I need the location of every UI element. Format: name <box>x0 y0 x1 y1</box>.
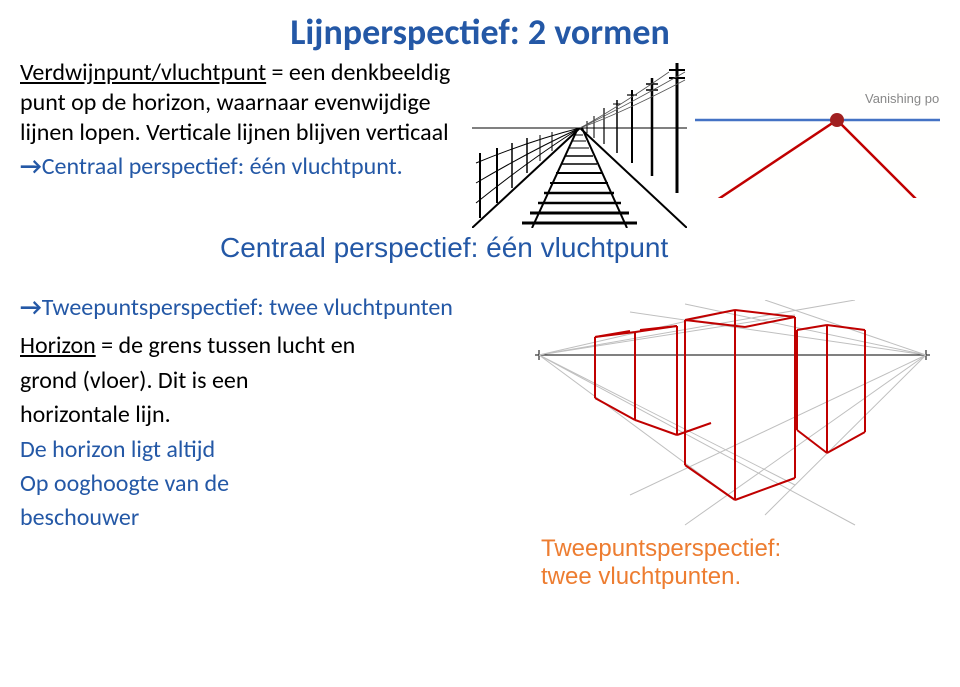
vanishing-point-figure: Vanishing point <box>695 58 940 203</box>
centraal-heading-text: Centraal perspectief: één vluchtpunt. <box>42 152 403 181</box>
arrow-icon: → <box>20 152 42 181</box>
caption-centraal: Centraal perspectief: één vluchtpunt <box>20 232 940 264</box>
definition-paragraph: Verdwijnpunt/vluchtpunt = een denkbeeldi… <box>20 58 472 148</box>
page-title: Lijnperspectief: 2 vormen <box>20 10 940 54</box>
vanishing-point-label: Vanishing point <box>865 91 940 106</box>
ooghoogte-line: Op ooghoogte van de <box>20 468 535 500</box>
centraal-heading: →Centraal perspectief: één vluchtpunt. <box>20 152 472 181</box>
horizon-line2: grond (vloer). Dit is een <box>20 365 535 397</box>
horizon-line3: horizontale lijn. <box>20 399 535 431</box>
twee-heading: →Tweepuntsperspectief: twee vluchtpunten <box>20 292 535 324</box>
caption-twee: Tweepuntsperspectief: twee vluchtpunten. <box>535 535 940 591</box>
arrow-icon: → <box>20 293 42 322</box>
horizon-line1: Horizon = de grens tussen lucht en <box>20 330 535 362</box>
twee-heading-text: Tweepuntsperspectief: twee vluchtpunten <box>42 293 453 322</box>
beschouwer-line: beschouwer <box>20 502 535 534</box>
two-point-figure <box>535 300 930 535</box>
horizon-underline: Horizon <box>20 331 96 360</box>
railroad-figure <box>472 58 687 228</box>
altijd-line: De horizon ligt altijd <box>20 434 535 466</box>
verdwijnpunt-label: Verdwijnpunt/vluchtpunt <box>20 58 266 87</box>
